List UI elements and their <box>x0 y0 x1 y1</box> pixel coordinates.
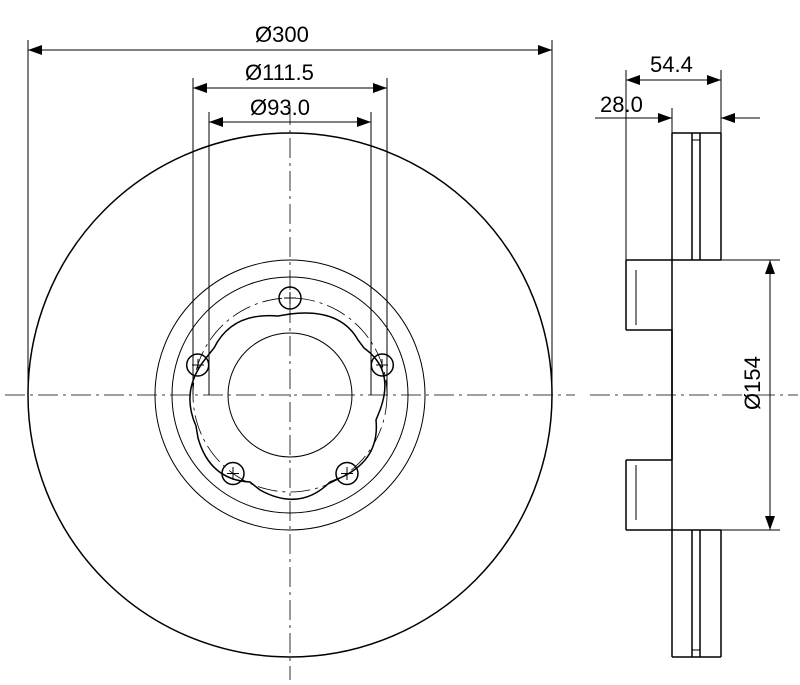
dim-bolt-circle: Ø111.5 <box>245 60 314 85</box>
front-view <box>5 105 575 680</box>
dimensions: Ø300 Ø111.5 Ø93.0 54.4 28.0 <box>28 22 780 530</box>
dim-center-bore: Ø93.0 <box>250 95 310 120</box>
side-view <box>590 133 798 657</box>
center-bore-scallop <box>190 313 385 499</box>
brake-disc-drawing: Ø300 Ø111.5 Ø93.0 54.4 28.0 <box>0 0 800 685</box>
dim-overall-depth: 54.4 <box>650 52 693 77</box>
dim-hub-diameter: Ø154 <box>740 356 765 410</box>
dim-outer-diameter: Ø300 <box>255 22 309 47</box>
dim-disc-thickness: 28.0 <box>600 92 643 117</box>
